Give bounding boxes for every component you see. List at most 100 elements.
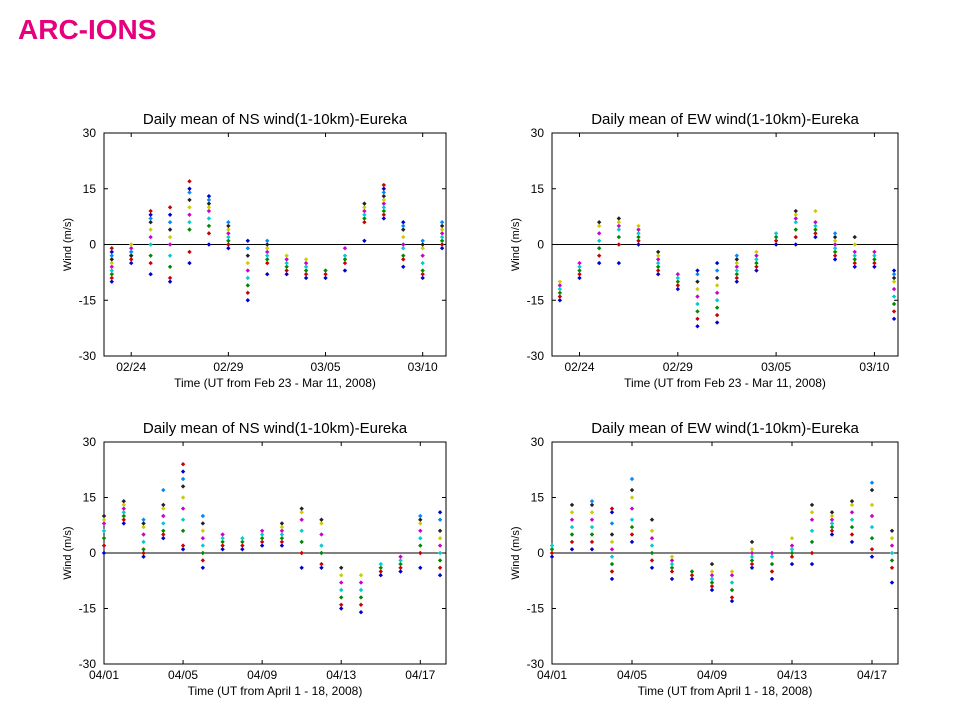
data-point bbox=[401, 264, 406, 269]
data-point bbox=[245, 275, 250, 281]
chart-title: Daily mean of NS wind(1-10km)-Eureka bbox=[143, 111, 408, 128]
data-point bbox=[200, 543, 206, 548]
data-point bbox=[437, 550, 443, 556]
data-point bbox=[398, 569, 403, 574]
data-point bbox=[265, 260, 270, 266]
data-point bbox=[240, 536, 245, 541]
chart-title: Daily mean of NS wind(1-10km)-Eureka bbox=[143, 420, 408, 437]
data-point bbox=[101, 521, 107, 526]
data-point bbox=[789, 543, 795, 548]
data-point bbox=[655, 272, 661, 277]
data-point bbox=[245, 283, 250, 288]
data-point bbox=[200, 565, 206, 570]
data-point bbox=[129, 249, 134, 255]
data-point bbox=[829, 513, 835, 519]
data-point bbox=[629, 517, 635, 522]
data-point bbox=[813, 220, 818, 225]
data-point bbox=[121, 521, 126, 526]
data-point bbox=[401, 246, 406, 251]
data-point bbox=[714, 268, 720, 273]
y-tick-label: -15 bbox=[79, 602, 97, 616]
data-point bbox=[849, 510, 855, 515]
data-point bbox=[589, 539, 595, 545]
data-point bbox=[734, 260, 739, 266]
data-point bbox=[358, 587, 364, 593]
x-tick-label: 03/05 bbox=[761, 360, 791, 374]
data-point bbox=[226, 234, 231, 240]
data-point bbox=[569, 532, 575, 537]
data-point bbox=[418, 536, 423, 541]
data-point bbox=[549, 554, 555, 559]
data-point bbox=[849, 517, 855, 522]
data-point bbox=[141, 517, 146, 522]
data-point bbox=[439, 242, 445, 247]
data-point bbox=[226, 220, 231, 225]
data-point bbox=[121, 513, 126, 519]
data-point bbox=[695, 268, 700, 273]
data-point bbox=[358, 595, 364, 600]
y-tick-label: -15 bbox=[527, 293, 545, 307]
data-point bbox=[381, 208, 387, 214]
data-point bbox=[161, 506, 166, 511]
data-point bbox=[669, 565, 675, 570]
data-point bbox=[206, 197, 212, 203]
data-point bbox=[226, 227, 231, 232]
data-point bbox=[609, 569, 615, 574]
data-point bbox=[549, 550, 555, 556]
data-point bbox=[655, 253, 661, 258]
data-point bbox=[749, 554, 755, 559]
data-point bbox=[342, 268, 348, 273]
data-point bbox=[695, 316, 700, 322]
data-point bbox=[709, 587, 715, 593]
data-point bbox=[265, 257, 270, 262]
data-point bbox=[180, 543, 186, 548]
data-point bbox=[187, 205, 192, 210]
x-tick-label: 04/09 bbox=[247, 668, 277, 682]
data-point bbox=[889, 550, 895, 556]
data-point bbox=[141, 524, 146, 530]
data-point bbox=[872, 264, 877, 269]
data-point bbox=[636, 231, 641, 236]
data-point bbox=[714, 298, 720, 303]
data-point bbox=[832, 249, 838, 255]
data-point bbox=[872, 253, 877, 258]
data-point bbox=[167, 227, 173, 232]
data-point bbox=[793, 212, 798, 217]
data-point bbox=[109, 249, 114, 255]
data-point bbox=[187, 220, 192, 225]
data-point bbox=[148, 216, 153, 221]
x-tick-label: 03/05 bbox=[311, 360, 341, 374]
data-point bbox=[148, 242, 153, 247]
data-point bbox=[609, 554, 615, 559]
data-point bbox=[303, 275, 309, 281]
data-point bbox=[649, 565, 655, 570]
data-point bbox=[439, 223, 445, 229]
data-point bbox=[187, 260, 192, 266]
data-point bbox=[240, 539, 245, 545]
data-point bbox=[148, 260, 153, 266]
data-point bbox=[829, 524, 835, 530]
data-point bbox=[889, 543, 895, 548]
data-point bbox=[319, 521, 324, 526]
data-point bbox=[265, 246, 270, 251]
data-point bbox=[200, 558, 206, 563]
data-point bbox=[109, 279, 114, 284]
data-point bbox=[437, 528, 443, 533]
data-point bbox=[299, 550, 304, 556]
data-point bbox=[303, 272, 309, 277]
data-point bbox=[734, 257, 739, 262]
data-point bbox=[265, 272, 270, 277]
data-point bbox=[729, 595, 735, 600]
data-point bbox=[569, 547, 575, 552]
data-point bbox=[675, 272, 681, 277]
data-point bbox=[636, 242, 641, 247]
data-point bbox=[319, 532, 324, 537]
data-point bbox=[813, 231, 818, 236]
slide-title: ARC-IONS bbox=[18, 14, 157, 45]
data-point bbox=[284, 264, 289, 269]
data-point bbox=[180, 517, 186, 522]
data-point bbox=[813, 208, 818, 214]
data-point bbox=[418, 517, 423, 522]
x-axis-label: Time (UT from April 1 - 18, 2008) bbox=[638, 684, 813, 698]
data-point bbox=[161, 536, 166, 541]
